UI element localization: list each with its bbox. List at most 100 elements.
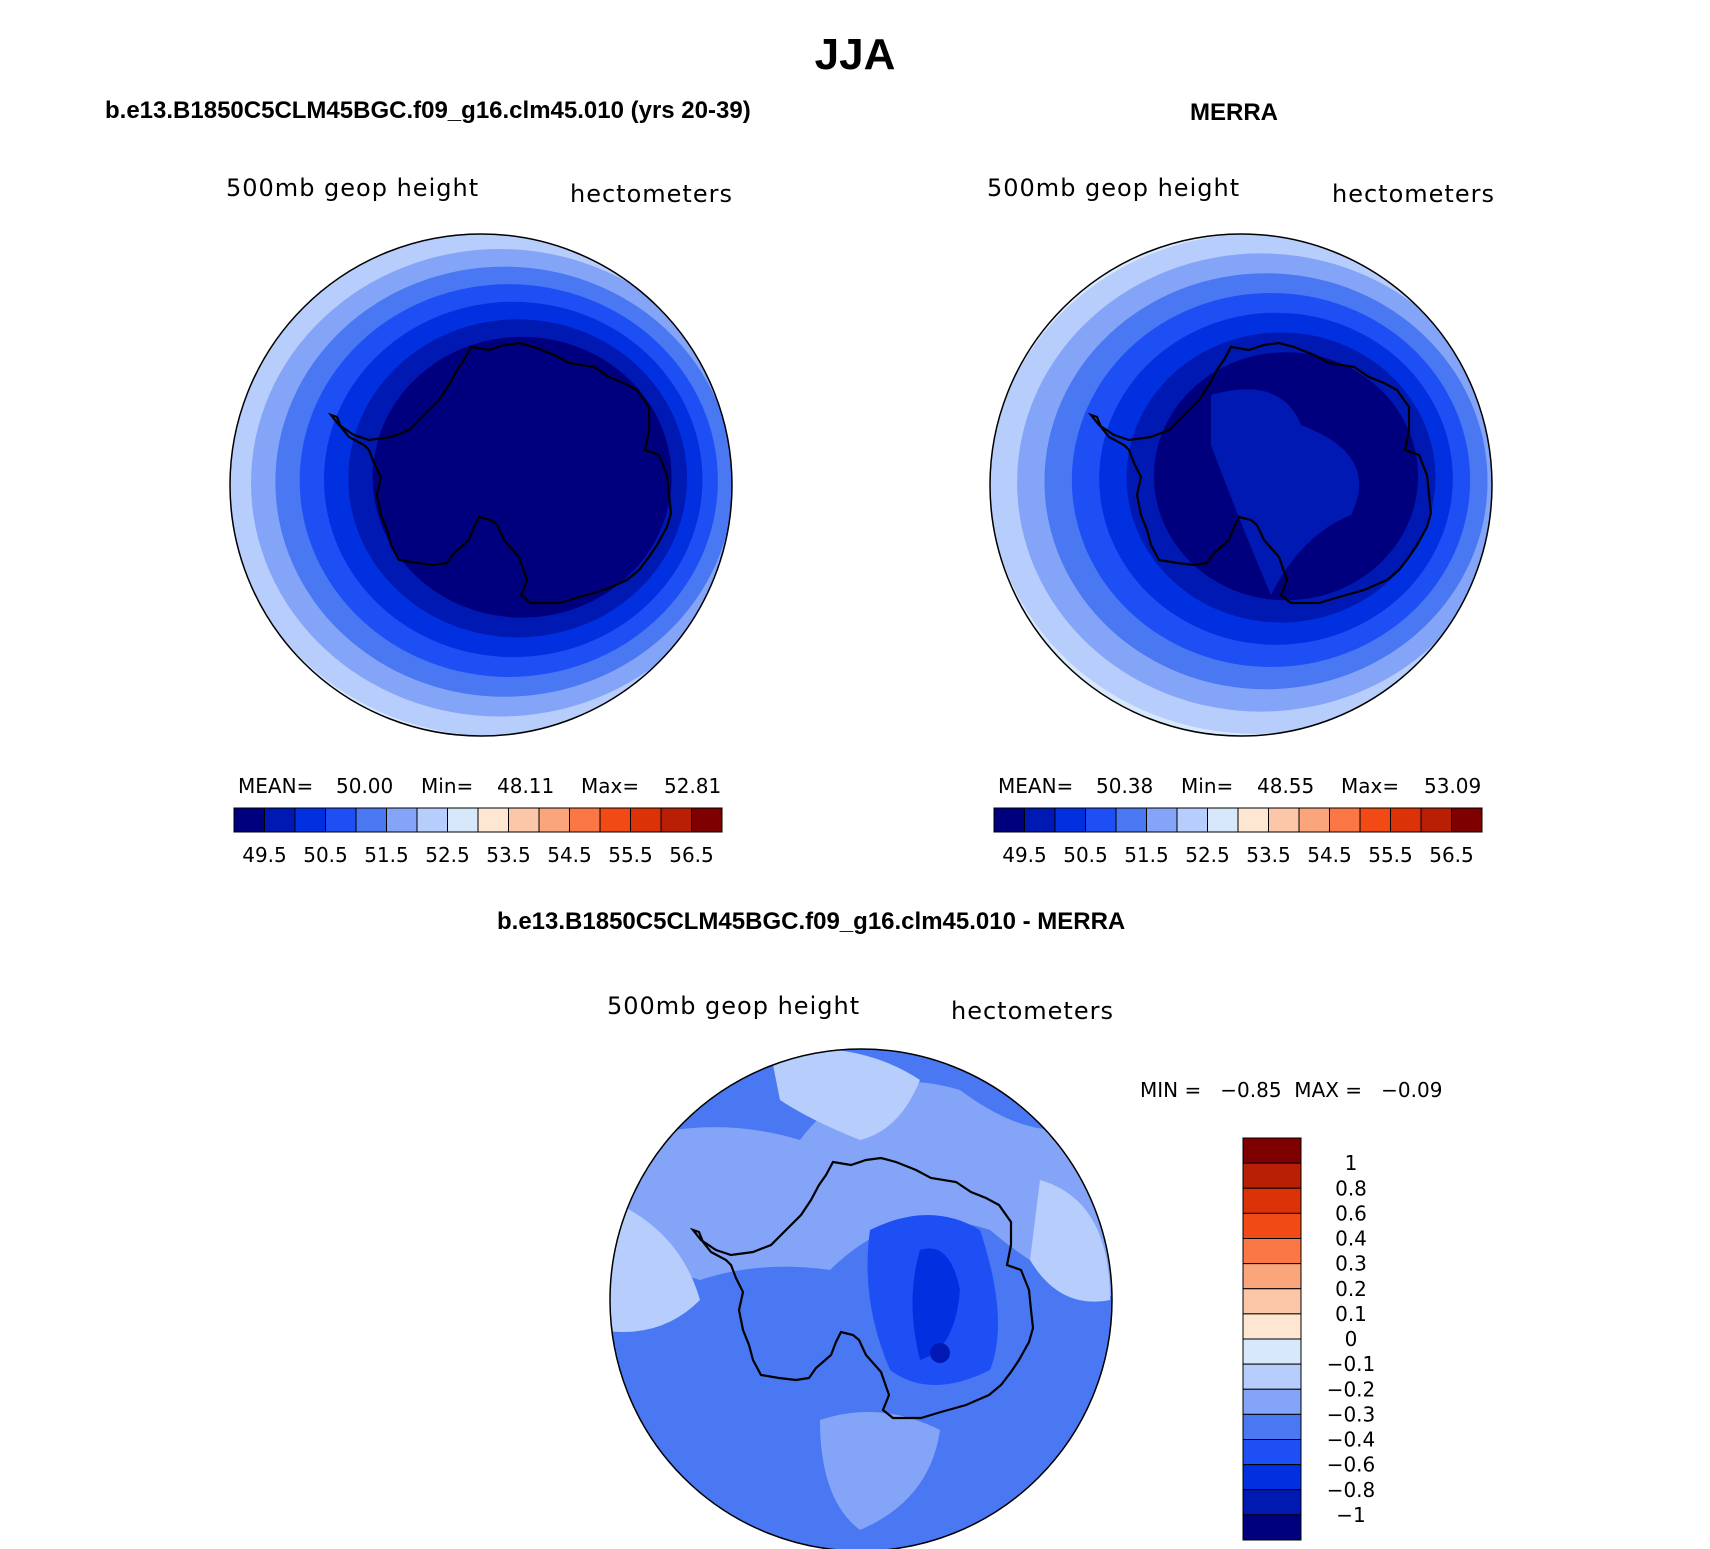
map-boundary-circle [609, 1048, 1113, 1549]
panel2-variable-label: 500mb geop height [987, 174, 1241, 202]
colorbar-box [1242, 1464, 1302, 1491]
contour-region-inner [1211, 389, 1360, 595]
colorbar-tick-label: 49.5 [1002, 843, 1047, 867]
colorbar-tick-label: 54.5 [547, 843, 592, 867]
colorbar-tick-label: −0.2 [1327, 1377, 1376, 1401]
colorbar-box [1268, 807, 1300, 833]
colorbar-tick-label: −1 [1336, 1503, 1365, 1527]
colorbar-tick-label: −0.3 [1327, 1402, 1376, 1426]
colorbar-tick-label: 56.5 [669, 843, 714, 867]
colorbar-box [1242, 1313, 1302, 1340]
colorbar-box [508, 807, 540, 833]
colorbar-box [416, 807, 448, 833]
colorbar-box [325, 807, 357, 833]
colorbar-box [599, 807, 631, 833]
panel2-title: MERRA [1190, 99, 1278, 126]
colorbar-tick-label: 52.5 [1185, 843, 1230, 867]
contour-band [820, 1412, 940, 1530]
figure-title: JJA [814, 30, 896, 79]
panel2-min-label: Min= [1181, 774, 1234, 798]
colorbar-box [1054, 807, 1086, 833]
colorbar-tick-label: 1 [1345, 1151, 1358, 1175]
colorbar-tick-label: 51.5 [1124, 843, 1169, 867]
colorbar-box [1242, 1238, 1302, 1265]
colorbar-box [1242, 1263, 1302, 1290]
colorbar-tick-label: 51.5 [364, 843, 409, 867]
colorbar-box [569, 807, 601, 833]
colorbar-box [1242, 1338, 1302, 1365]
panel1-max-label: Max= [581, 774, 640, 798]
map-panel-2 [990, 234, 1492, 736]
contour-band [912, 1248, 960, 1360]
contour-band [770, 1049, 920, 1140]
colorbar-tick-label: 0.8 [1335, 1176, 1367, 1200]
colorbar-box [1242, 1162, 1302, 1189]
colorbar-tick-label: 55.5 [1368, 843, 1413, 867]
colorbar-box [1390, 807, 1422, 833]
colorbar-box [355, 807, 387, 833]
colorbar-box [1207, 807, 1239, 833]
panel1-mean-value: 50.00 [336, 774, 394, 798]
panel1-mean-label: MEAN= [238, 774, 314, 798]
colorbar-tick-label: −0.4 [1327, 1428, 1376, 1452]
colorbar-box [1298, 807, 1330, 833]
contour-band [930, 1343, 950, 1363]
panel1-title: b.e13.B1850C5CLM45BGC.f09_g16.clm45.010 … [105, 97, 751, 124]
colorbar-box [1237, 807, 1269, 833]
colorbar-box [538, 807, 570, 833]
colorbar-box [1242, 1288, 1302, 1315]
colorbar-box [1242, 1212, 1302, 1239]
colorbar-box [1115, 807, 1147, 833]
colorbar-tick-label: 53.5 [486, 843, 531, 867]
colorbar-tick-label: 0.3 [1335, 1252, 1367, 1276]
panel2-max-value: 53.09 [1424, 774, 1482, 798]
colorbar-box [1451, 807, 1483, 833]
colorbar-box [1242, 1388, 1302, 1415]
colorbar-tick-label: 56.5 [1429, 843, 1474, 867]
panel1-max-value: 52.81 [664, 774, 722, 798]
map-boundary-circle [989, 233, 1493, 737]
colorbar-box [1242, 1137, 1302, 1164]
colorbar-box [993, 807, 1025, 833]
colorbar-tick-label: −0.8 [1327, 1478, 1376, 1502]
colorbar-tick-label: 50.5 [303, 843, 348, 867]
colorbar-box [233, 807, 265, 833]
panel1-variable-label: 500mb geop height [226, 174, 480, 202]
colorbar-box [1242, 1187, 1302, 1214]
colorbar-box [1146, 807, 1178, 833]
colorbar-box [1242, 1439, 1302, 1466]
panel3-minmax-text: MIN = −0.85 MAX = −0.09 [1140, 1078, 1443, 1102]
colorbar-tick-label: −0.1 [1327, 1352, 1376, 1376]
colorbar-box [294, 807, 326, 833]
map-panel-1 [230, 234, 732, 736]
colorbar-box [1359, 807, 1391, 833]
colorbar-box [447, 807, 479, 833]
panel2-max-label: Max= [1341, 774, 1400, 798]
colorbar-box [630, 807, 662, 833]
panel2-units-label: hectometers [1332, 180, 1495, 208]
panel2-min-value: 48.55 [1257, 774, 1315, 798]
colorbar-tick-label: 55.5 [608, 843, 653, 867]
panel2-mean-value: 50.38 [1096, 774, 1154, 798]
contour-band [396, 354, 657, 598]
colorbar-box [1242, 1363, 1302, 1390]
colorbar-tick-label: 52.5 [425, 843, 470, 867]
panel3-variable-label: 500mb geop height [607, 992, 861, 1020]
contour-band [610, 1200, 700, 1332]
colorbar-box [1242, 1514, 1302, 1541]
colorbar-box [1176, 807, 1208, 833]
contour-band [1030, 1180, 1110, 1302]
panel1-min-value: 48.11 [497, 774, 555, 798]
colorbar-tick-label: −0.6 [1327, 1453, 1376, 1477]
colorbar-box [477, 807, 509, 833]
colorbar-tick-label: 0 [1345, 1327, 1358, 1351]
panel3-title: b.e13.B1850C5CLM45BGC.f09_g16.clm45.010 … [497, 908, 1126, 935]
colorbar-box [1242, 1413, 1302, 1440]
colorbar-box [1085, 807, 1117, 833]
colorbar-tick-label: 54.5 [1307, 843, 1352, 867]
panel1-units-label: hectometers [570, 180, 733, 208]
panel3-units-label: hectometers [951, 997, 1114, 1025]
colorbar-tick-label: 53.5 [1246, 843, 1291, 867]
colorbar-tick-label: 49.5 [242, 843, 287, 867]
